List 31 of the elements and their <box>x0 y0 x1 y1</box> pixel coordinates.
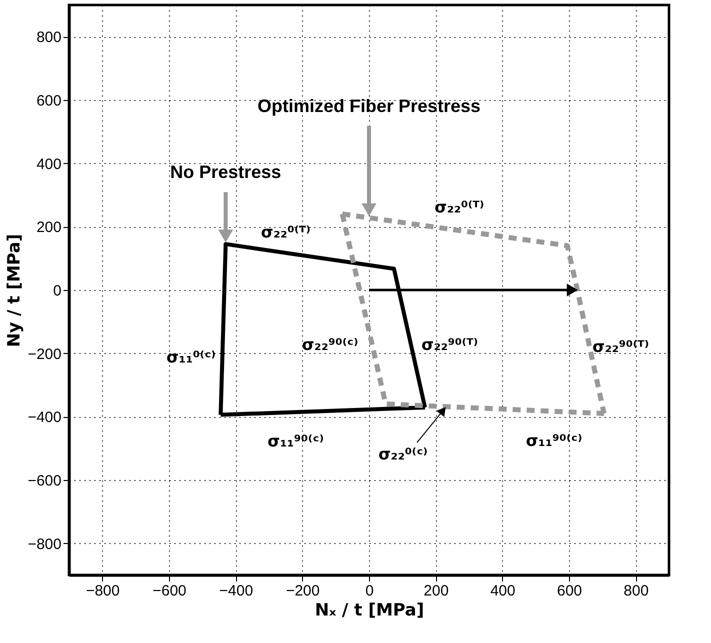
annotation: σ₂₂⁰⁽ᵀ⁾ <box>434 198 484 217</box>
y-tick-label: −600 <box>28 472 62 490</box>
text: Optimized Fiber Prestress <box>257 96 481 116</box>
y-tick-label: −200 <box>28 346 62 363</box>
text: No Prestress <box>170 162 282 182</box>
x-tick-label: −600 <box>152 582 186 600</box>
x-tick-label: 0 <box>365 582 374 600</box>
x-tick-label: 200 <box>424 582 449 600</box>
y-tick-label: 400 <box>36 156 62 173</box>
annotation: σ₂₂⁹⁰⁽ᵀ⁾ <box>421 335 478 354</box>
annotation: σ₂₂⁰⁽ᶜ⁾ <box>378 444 428 464</box>
annotation: σ₂₂⁰⁽ᵀ⁾ <box>260 222 310 242</box>
annotation: σ₂₂⁹⁰⁽ᶜ⁾ <box>302 335 358 354</box>
annotation: σ₂₂⁹⁰⁽ᵀ⁾ <box>592 336 649 356</box>
x-tick-label: −800 <box>86 582 120 600</box>
x-tick-label: 600 <box>556 582 582 600</box>
y-tick-label: −800 <box>28 536 62 553</box>
y-tick-label: 0 <box>53 282 62 300</box>
y-axis-title: Ny / t [MPa] <box>4 234 25 348</box>
y-tick-label: 200 <box>36 219 62 236</box>
annotation: σ₁₁⁹⁰⁽ᶜ⁾ <box>526 430 582 450</box>
x-tick-label: −200 <box>286 582 320 600</box>
y-tick-label: 600 <box>36 92 62 110</box>
x-axis-title: Nₓ / t [MPa] <box>314 600 424 620</box>
y-tick-label: 800 <box>36 29 62 46</box>
annotation: σ₁₁⁹⁰⁽ᶜ⁾ <box>268 431 324 450</box>
y-tick-label: −400 <box>28 409 62 426</box>
x-tick-label: 400 <box>490 582 516 600</box>
annotation: σ₁₁⁰⁽ᶜ⁾ <box>166 348 216 367</box>
x-tick-label: −400 <box>219 582 254 600</box>
x-tick-label: 800 <box>624 582 649 600</box>
